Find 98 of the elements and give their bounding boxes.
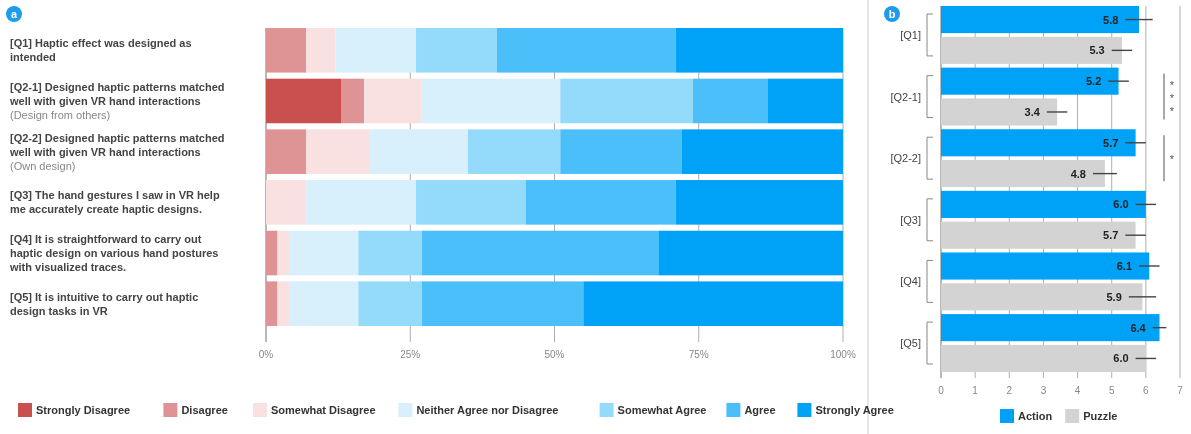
bar (941, 344, 1146, 372)
legend-label: Strongly Agree (815, 404, 894, 416)
data-label: 5.8 (1103, 13, 1119, 26)
bar (289, 281, 359, 326)
bar (266, 78, 342, 124)
bar (369, 129, 468, 174)
x-tick-label: 100% (830, 349, 856, 360)
bar (358, 281, 422, 326)
bar (364, 78, 422, 124)
data-label: 5.7 (1103, 136, 1119, 149)
legend-label: Somewhat Agree (617, 404, 707, 416)
data-label: 6.4 (1130, 321, 1147, 334)
x-tick-label: 4 (1074, 385, 1081, 396)
data-label: 5.2 (1086, 75, 1102, 88)
y-tick-label: [Q2-1] (890, 90, 921, 103)
bar (306, 28, 336, 73)
bar (416, 28, 497, 73)
bar (266, 180, 307, 225)
x-tick-label: 5 (1108, 385, 1115, 396)
data-label: 3.4 (1024, 105, 1041, 118)
bar (941, 160, 1105, 188)
text: b (888, 8, 896, 20)
bar (358, 230, 422, 276)
bar (941, 98, 1058, 126)
bar (467, 129, 561, 174)
bar (583, 281, 843, 326)
legend-label: Agree (744, 404, 776, 416)
bar (416, 180, 526, 225)
bar (421, 230, 659, 276)
x-tick-label: 1 (972, 385, 979, 396)
bar (306, 129, 370, 174)
legend-label: Disagree (181, 404, 228, 416)
bar (277, 281, 290, 326)
bar (941, 252, 1150, 280)
x-tick-label: 6 (1143, 385, 1150, 396)
bar (941, 67, 1119, 95)
x-tick-label: 0% (258, 349, 274, 360)
bar (525, 180, 676, 225)
annotation: * (1169, 153, 1175, 166)
y-tick-label: [Q5] (900, 337, 921, 350)
data-label: 6.0 (1113, 352, 1129, 365)
legend-label: Neither Agree nor Disagree (416, 404, 559, 416)
bar (941, 6, 1140, 34)
x-tick-label: 0 (938, 385, 945, 396)
bar (289, 230, 359, 276)
bar (941, 314, 1160, 342)
x-tick-label: 7 (1177, 385, 1184, 396)
annotation: *** (1169, 78, 1175, 117)
data-label: 6.1 (1116, 260, 1133, 273)
bar (941, 221, 1136, 249)
y-tick-label: [Q1] Haptic effect was designed as intended (10, 37, 192, 64)
bar (335, 28, 417, 73)
y-tick-label: [Q3] (900, 213, 921, 226)
legend-label: Action (1018, 410, 1053, 422)
y-tick-label: [Q2-2] Designed haptic patterns matched well with given VR hand interactions (Own design) (9, 131, 225, 172)
bar (658, 230, 843, 276)
bar (266, 281, 278, 326)
data-label: 5.3 (1089, 44, 1105, 57)
bar (681, 129, 843, 174)
bar (692, 78, 768, 124)
bar (421, 78, 561, 124)
y-tick-label: [Q1] (900, 28, 921, 41)
x-tick-label: 25% (400, 349, 421, 360)
legend-label: Puzzle (1083, 410, 1118, 422)
bar (941, 283, 1143, 311)
bar (266, 129, 307, 174)
y-tick-label: [Q2-1] Designed haptic patterns matched well with given VR hand interactions (Design from others) (9, 80, 225, 121)
data-label: 6.0 (1113, 198, 1129, 211)
bar (675, 28, 843, 73)
data-label: 5.9 (1106, 290, 1122, 303)
x-tick-label: 3 (1040, 385, 1047, 396)
x-tick-label: 75% (688, 349, 709, 360)
legend-label: Somewhat Disagree (271, 404, 376, 416)
bar (675, 180, 843, 225)
legend-label: Strongly Disagree (36, 404, 131, 416)
bar (496, 28, 676, 73)
bar (560, 129, 682, 174)
y-tick-label: [Q4] It is straightforward to carry out haptic design on various hand postures with visualized traces. (9, 233, 219, 274)
data-label: 5.7 (1103, 229, 1119, 242)
bar (266, 230, 278, 276)
x-tick-label: 50% (544, 349, 565, 360)
bar (306, 180, 417, 225)
bar (266, 28, 307, 73)
bar (767, 78, 843, 124)
bar (941, 36, 1122, 64)
y-tick-label: [Q4] (900, 275, 921, 288)
bar (341, 78, 365, 124)
bar (560, 78, 693, 124)
y-tick-label: [Q3] The hand gestures I saw in VR help me accurately create haptic designs. (10, 189, 220, 216)
bar (941, 129, 1136, 157)
bar (941, 190, 1146, 218)
y-tick-label: [Q2-2] (890, 152, 921, 165)
text: a (10, 8, 18, 20)
x-tick-label: 2 (1006, 385, 1013, 396)
bar (421, 281, 584, 326)
data-label: 4.8 (1070, 167, 1086, 180)
bar (277, 230, 290, 276)
y-tick-label: [Q5] It is intuitive to carry out haptic design tasks in VR (10, 290, 199, 317)
